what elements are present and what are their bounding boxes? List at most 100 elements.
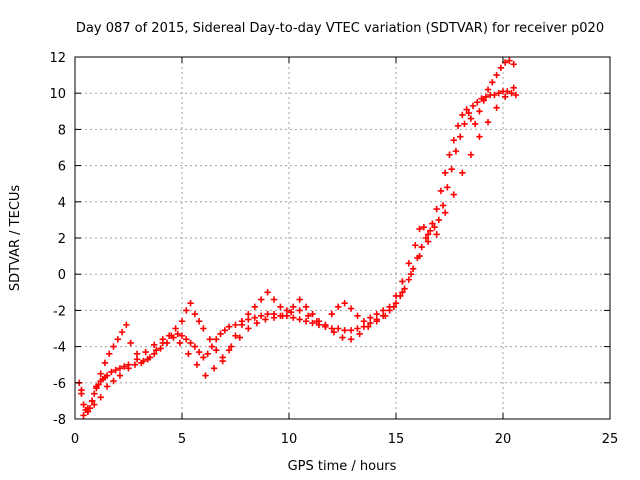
data-point: [459, 111, 466, 119]
data-point: [476, 108, 483, 115]
data-point: [80, 412, 87, 419]
data-point: [193, 361, 201, 368]
data-point: [420, 223, 428, 231]
y-tick-label: 2: [58, 232, 66, 247]
x-axis-label: GPS time / hours: [288, 459, 397, 474]
data-point: [172, 325, 179, 332]
data-point: [508, 90, 515, 97]
data-point: [279, 312, 286, 320]
y-tick-label: 6: [58, 160, 66, 175]
data-point: [448, 166, 455, 173]
data-point: [150, 341, 158, 348]
data-point: [290, 314, 297, 321]
data-point: [442, 169, 449, 177]
data-point: [433, 205, 440, 213]
data-point: [354, 325, 361, 332]
data-point: [133, 350, 141, 358]
data-point: [236, 334, 243, 341]
data-point: [427, 227, 434, 234]
data-point: [401, 285, 408, 292]
data-point: [309, 310, 316, 318]
data-point: [133, 356, 141, 363]
data-point: [116, 365, 124, 372]
data-point: [347, 336, 355, 343]
x-tick-label: 0: [71, 432, 79, 447]
y-tick-label: 12: [49, 51, 66, 66]
data-point: [153, 347, 160, 354]
data-point: [187, 299, 194, 307]
x-tick-label: 5: [178, 432, 186, 447]
data-point: [424, 231, 432, 238]
x-tick-labels: 0 5 10 15 20 25: [71, 432, 618, 447]
data-point: [399, 278, 406, 285]
data-point: [367, 319, 374, 327]
data-point: [347, 305, 355, 312]
data-point: [245, 310, 252, 318]
data-point: [150, 350, 158, 358]
data-point: [461, 120, 468, 128]
data-point: [465, 109, 472, 117]
data-point: [482, 93, 490, 101]
y-tick-label: 8: [58, 123, 66, 138]
data-point: [313, 318, 321, 325]
data-point: [493, 71, 500, 79]
y-tick-label: 10: [49, 87, 66, 102]
data-point: [416, 225, 423, 233]
data-point: [405, 260, 413, 267]
data-point: [354, 312, 361, 320]
data-point: [178, 318, 186, 325]
data-point: [195, 348, 203, 356]
data-point: [232, 321, 239, 329]
y-axis-label: SDTVAR / TECUs: [8, 185, 23, 292]
data-point: [97, 370, 104, 377]
data-point: [512, 91, 520, 99]
data-point: [424, 238, 432, 245]
y-tick-label: -8: [53, 413, 66, 428]
data-point: [409, 265, 417, 272]
data-point: [202, 372, 209, 379]
data-point: [287, 309, 295, 316]
data-point: [444, 184, 451, 191]
data-point: [379, 307, 387, 314]
data-point: [146, 354, 154, 361]
data-point: [131, 361, 139, 368]
data-point: [418, 243, 425, 251]
data-point: [491, 91, 498, 99]
data-point: [360, 318, 368, 325]
data-point: [101, 359, 109, 367]
data-point: [277, 303, 284, 310]
data-point: [97, 394, 104, 401]
axis-ticks: [74, 56, 611, 420]
data-point: [429, 220, 436, 227]
data-point: [228, 343, 235, 350]
data-point: [225, 347, 233, 354]
data-point: [84, 408, 92, 415]
data-point: [480, 97, 487, 104]
data-point: [219, 354, 226, 361]
data-point: [110, 377, 117, 385]
data-point: [309, 319, 316, 327]
y-tick-label: -6: [53, 377, 66, 392]
data-point: [335, 325, 342, 332]
data-point: [221, 327, 228, 334]
data-point: [335, 303, 342, 310]
data-point: [474, 99, 481, 106]
data-point: [80, 401, 87, 408]
data-point: [210, 365, 218, 372]
data-point: [442, 209, 449, 216]
data-point: [142, 348, 149, 356]
data-point: [123, 321, 130, 329]
data-point: [296, 296, 303, 303]
data-point: [251, 303, 258, 310]
data-point: [178, 332, 186, 339]
data-point: [330, 328, 338, 336]
y-tick-label: -2: [53, 304, 66, 319]
data-point: [187, 339, 194, 347]
data-point: [439, 202, 447, 209]
data-point: [213, 347, 220, 354]
data-point: [257, 312, 265, 320]
data-point: [125, 365, 132, 372]
data-point: [497, 64, 505, 72]
data-point: [296, 307, 303, 314]
data-point: [140, 357, 147, 365]
